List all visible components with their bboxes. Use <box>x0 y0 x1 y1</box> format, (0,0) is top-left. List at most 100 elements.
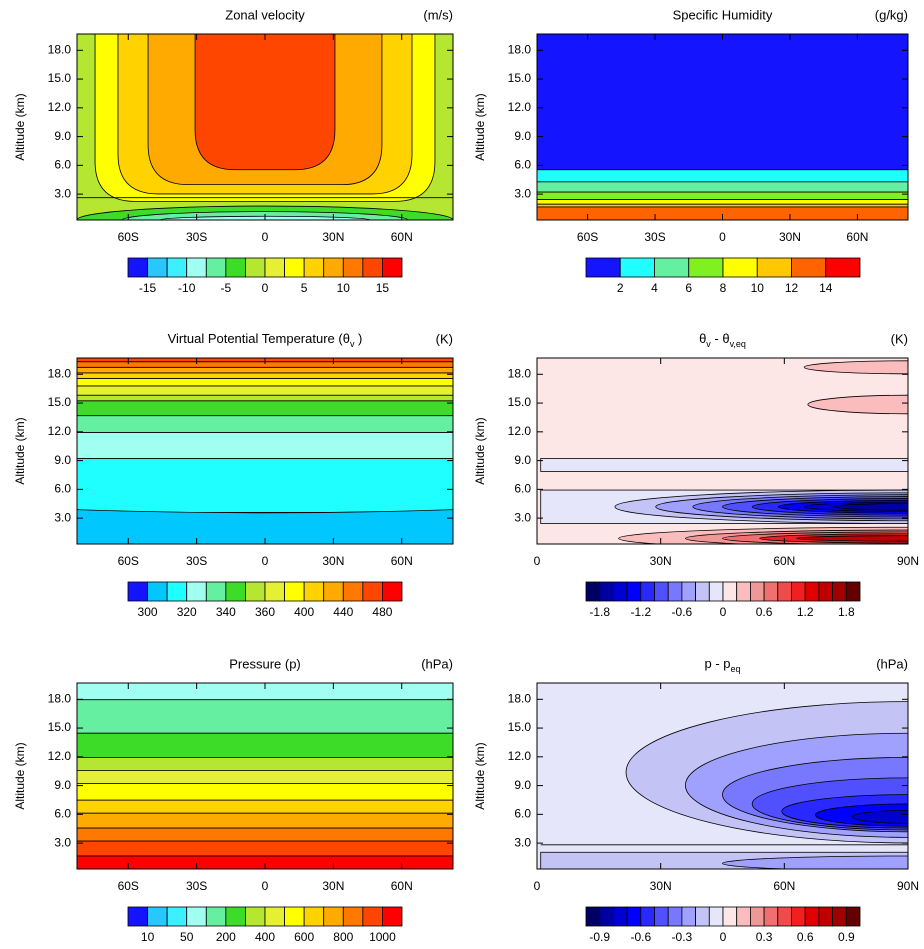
y-tick-label: 9.0 <box>514 453 531 467</box>
colorbar-label: 0.6 <box>797 930 814 944</box>
colorbar-box <box>791 257 827 278</box>
colorbar-box <box>166 906 188 927</box>
y-axis-label: Altitude (km) <box>13 93 27 160</box>
colorbar-box <box>756 257 792 278</box>
contour-plot <box>537 358 908 544</box>
colorbar-box <box>585 906 601 927</box>
colorbar-box <box>825 257 861 278</box>
contour-fill <box>77 415 453 433</box>
colorbar-label: 800 <box>333 930 353 944</box>
colorbar-box <box>205 906 227 927</box>
contour-fill <box>537 169 908 183</box>
colorbar-box <box>845 906 861 927</box>
colorbar-label: 300 <box>138 605 158 619</box>
contour-fill <box>77 400 453 417</box>
colorbar-box <box>342 257 364 278</box>
colorbar-box <box>599 906 614 927</box>
title-part: ) <box>354 331 362 346</box>
contour-fill <box>796 535 908 542</box>
colorbar-box <box>323 581 344 602</box>
colorbar-box <box>640 906 655 927</box>
colorbar-box <box>147 581 168 602</box>
contour-fill <box>77 372 453 379</box>
y-tick-label: 9.0 <box>54 453 71 467</box>
units-label: (K) <box>891 331 908 346</box>
y-tick-label: 12.0 <box>48 100 72 114</box>
colorbar-box <box>127 257 148 278</box>
colorbar-label: 10 <box>141 930 155 944</box>
y-tick-label: 12.0 <box>508 424 532 438</box>
colorbar-box <box>599 581 614 602</box>
colorbar-box <box>654 906 669 927</box>
x-tick-label: 30N <box>650 879 672 893</box>
title-part: θ <box>699 331 706 346</box>
colorbar-label: 2 <box>617 281 624 295</box>
colorbar-label: 0 <box>720 930 727 944</box>
plot-frame <box>536 682 909 870</box>
colorbar-label: 600 <box>294 930 314 944</box>
contour-plot <box>77 34 453 220</box>
contour-fill <box>77 855 453 869</box>
y-tick-label: 6.0 <box>54 158 71 172</box>
x-tick-label: 30S <box>186 230 207 244</box>
colorbar-box <box>626 581 642 602</box>
y-tick-label: 9.0 <box>514 129 531 143</box>
y-tick-label: 6.0 <box>514 482 531 496</box>
y-axis-label: Altitude (km) <box>13 417 27 484</box>
x-tick-label: 90N <box>897 879 919 893</box>
contour-fill <box>77 799 453 814</box>
contour-fill <box>77 827 453 842</box>
colorbar-box <box>832 581 847 602</box>
colorbar-box <box>382 581 403 602</box>
y-tick-label: 18.0 <box>508 691 532 705</box>
colorbar-label: -1.2 <box>630 605 651 619</box>
colorbar-box <box>804 581 820 602</box>
colorbar-box <box>640 581 655 602</box>
colorbar-box <box>186 906 207 927</box>
x-tick-label: 60S <box>118 879 139 893</box>
colorbar-label: 0.9 <box>838 930 855 944</box>
x-tick-label: 0 <box>262 230 269 244</box>
y-tick-label: 9.0 <box>54 129 71 143</box>
colorbar-box <box>763 906 779 927</box>
colorbar-box <box>362 257 383 278</box>
x-tick-label: 30N <box>322 879 344 893</box>
colorbar-box <box>681 906 697 927</box>
contour-fill <box>77 394 453 402</box>
colorbar-label: -0.3 <box>672 930 693 944</box>
colorbar-box <box>667 906 683 927</box>
x-tick-label: 30N <box>322 230 344 244</box>
colorbar-box <box>845 581 861 602</box>
y-tick-label: 6.0 <box>54 482 71 496</box>
title-part: v,eq <box>730 339 746 349</box>
y-tick-label: 18.0 <box>48 691 72 705</box>
colorbar-box <box>667 581 683 602</box>
colorbar-box <box>736 906 751 927</box>
x-tick-label: 0 <box>262 879 269 893</box>
colorbar-label: 200 <box>216 930 236 944</box>
colorbar-label: 10 <box>337 281 351 295</box>
x-tick-label: 30N <box>322 554 344 568</box>
colorbar-box <box>225 906 246 927</box>
title-part: eq <box>731 664 741 674</box>
colorbar-box <box>264 581 285 602</box>
colorbar-box <box>818 581 834 602</box>
x-tick-label: 0 <box>719 230 726 244</box>
x-tick-label: 60N <box>391 554 413 568</box>
x-tick-label: 30N <box>650 554 672 568</box>
colorbar-box <box>777 906 792 927</box>
colorbar-box <box>205 257 227 278</box>
colorbar-label: 1.8 <box>838 605 855 619</box>
contour-fill <box>77 366 453 374</box>
contour-plot <box>77 358 453 544</box>
colorbar-box <box>127 581 148 602</box>
contour-fill <box>537 191 908 200</box>
colorbar-box <box>303 906 325 927</box>
colorbar-label: 1.2 <box>797 605 814 619</box>
contour-fill <box>537 203 908 208</box>
colorbar-box <box>284 581 305 602</box>
panel-title: Specific Humidity <box>673 7 773 22</box>
colorbar-label: -0.9 <box>589 930 610 944</box>
colorbar-label: 15 <box>376 281 390 295</box>
colorbar-box <box>245 906 266 927</box>
